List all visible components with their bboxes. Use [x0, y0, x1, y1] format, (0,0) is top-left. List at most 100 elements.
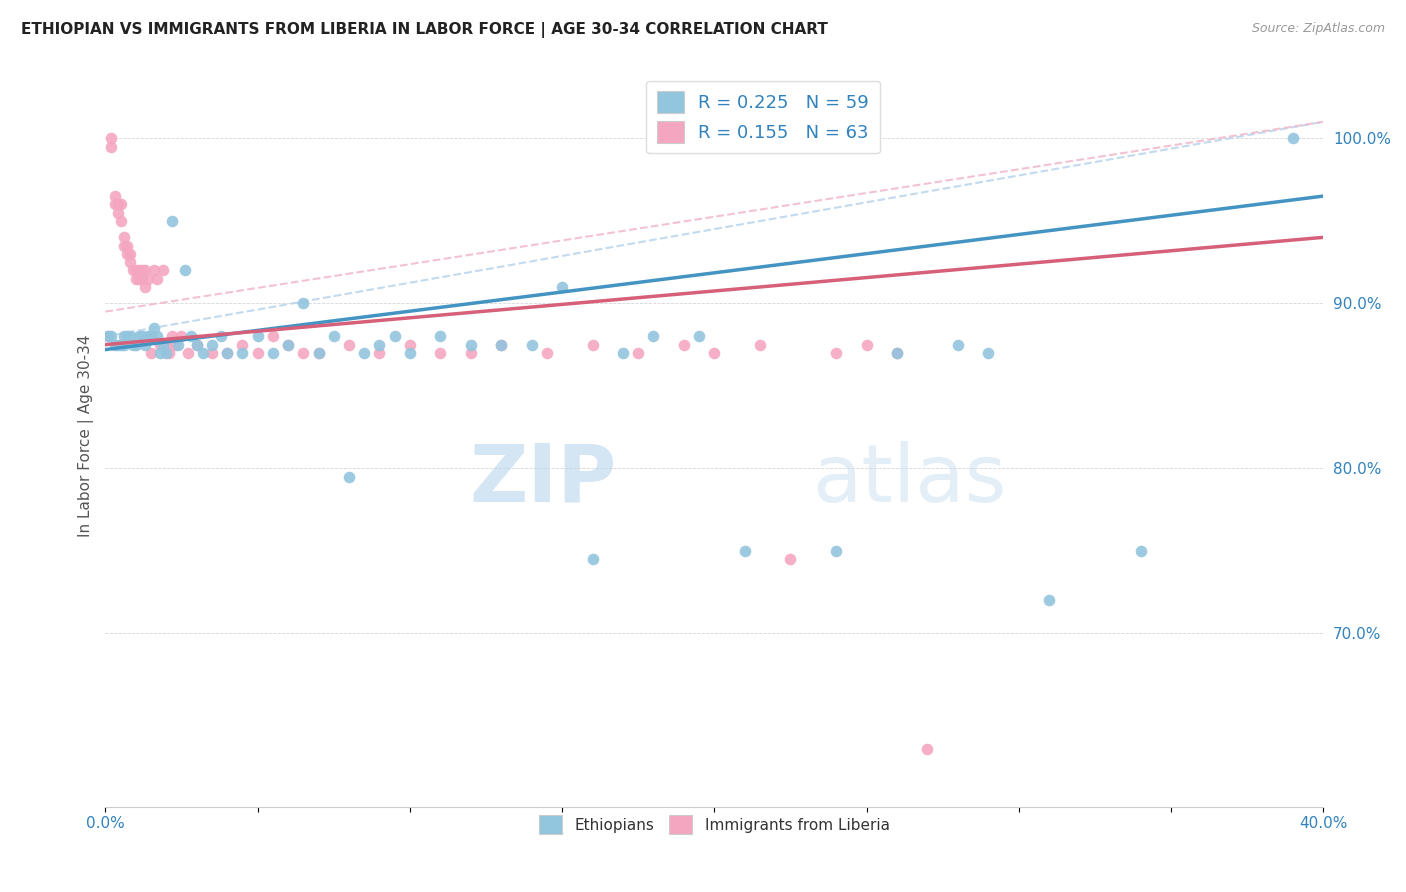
Point — [149, 337, 172, 351]
Point — [173, 263, 195, 277]
Point — [368, 337, 391, 351]
Point — [136, 271, 159, 285]
Point — [143, 263, 166, 277]
Point — [110, 337, 132, 351]
Point — [977, 346, 1000, 360]
Point — [143, 321, 166, 335]
Point — [110, 214, 132, 228]
Point — [115, 329, 138, 343]
Text: ZIP: ZIP — [470, 441, 617, 519]
Point — [703, 346, 725, 360]
Point — [308, 346, 330, 360]
Point — [146, 329, 169, 343]
Point — [337, 337, 360, 351]
Point — [1038, 593, 1060, 607]
Point — [134, 280, 156, 294]
Point — [262, 346, 284, 360]
Point — [825, 346, 848, 360]
Point — [551, 280, 574, 294]
Point — [170, 329, 193, 343]
Point — [886, 346, 908, 360]
Point — [103, 197, 125, 211]
Legend: Ethiopians, Immigrants from Liberia: Ethiopians, Immigrants from Liberia — [533, 809, 896, 840]
Y-axis label: In Labor Force | Age 30-34: In Labor Force | Age 30-34 — [79, 334, 94, 537]
Point — [176, 346, 198, 360]
Point — [520, 337, 543, 351]
Point — [97, 329, 120, 343]
Point — [121, 263, 143, 277]
Point — [157, 346, 180, 360]
Point — [107, 197, 129, 211]
Point — [1129, 544, 1152, 558]
Point — [322, 329, 344, 343]
Point — [107, 337, 129, 351]
Point — [231, 337, 253, 351]
Point — [734, 544, 756, 558]
Point — [146, 271, 169, 285]
Point — [946, 337, 969, 351]
Point — [292, 346, 315, 360]
Point — [749, 337, 772, 351]
Point — [246, 346, 269, 360]
Point — [100, 131, 122, 145]
Point — [262, 329, 284, 343]
Point — [217, 346, 239, 360]
Point — [110, 197, 132, 211]
Point — [139, 346, 162, 360]
Point — [231, 346, 253, 360]
Point — [201, 346, 224, 360]
Point — [292, 296, 315, 310]
Point — [112, 337, 135, 351]
Point — [217, 346, 239, 360]
Point — [152, 337, 174, 351]
Point — [337, 469, 360, 483]
Point — [165, 337, 187, 351]
Point — [107, 205, 129, 219]
Point — [134, 263, 156, 277]
Point — [308, 346, 330, 360]
Point — [368, 346, 391, 360]
Point — [429, 329, 451, 343]
Text: ETHIOPIAN VS IMMIGRANTS FROM LIBERIA IN LABOR FORCE | AGE 30-34 CORRELATION CHAR: ETHIOPIAN VS IMMIGRANTS FROM LIBERIA IN … — [21, 22, 828, 38]
Point — [460, 337, 482, 351]
Point — [399, 337, 422, 351]
Point — [460, 346, 482, 360]
Point — [612, 346, 634, 360]
Point — [149, 346, 172, 360]
Point — [917, 742, 939, 756]
Point — [277, 337, 299, 351]
Point — [581, 552, 603, 566]
Point — [103, 337, 125, 351]
Point — [384, 329, 406, 343]
Point — [186, 337, 208, 351]
Point — [581, 337, 603, 351]
Point — [489, 337, 512, 351]
Point — [125, 271, 148, 285]
Point — [152, 263, 174, 277]
Point — [155, 337, 177, 351]
Point — [201, 337, 224, 351]
Point — [186, 337, 208, 351]
Point — [489, 337, 512, 351]
Point — [128, 263, 150, 277]
Point — [139, 329, 162, 343]
Point — [643, 329, 665, 343]
Point — [112, 329, 135, 343]
Point — [688, 329, 710, 343]
Point — [118, 247, 141, 261]
Point — [118, 255, 141, 269]
Point — [136, 329, 159, 343]
Point — [209, 329, 232, 343]
Point — [627, 346, 650, 360]
Point — [100, 139, 122, 153]
Point — [246, 329, 269, 343]
Point — [118, 329, 141, 343]
Point — [155, 346, 177, 360]
Point — [125, 337, 148, 351]
Point — [353, 346, 375, 360]
Point — [134, 337, 156, 351]
Point — [121, 337, 143, 351]
Point — [131, 263, 153, 277]
Point — [139, 329, 162, 343]
Point — [779, 552, 801, 566]
